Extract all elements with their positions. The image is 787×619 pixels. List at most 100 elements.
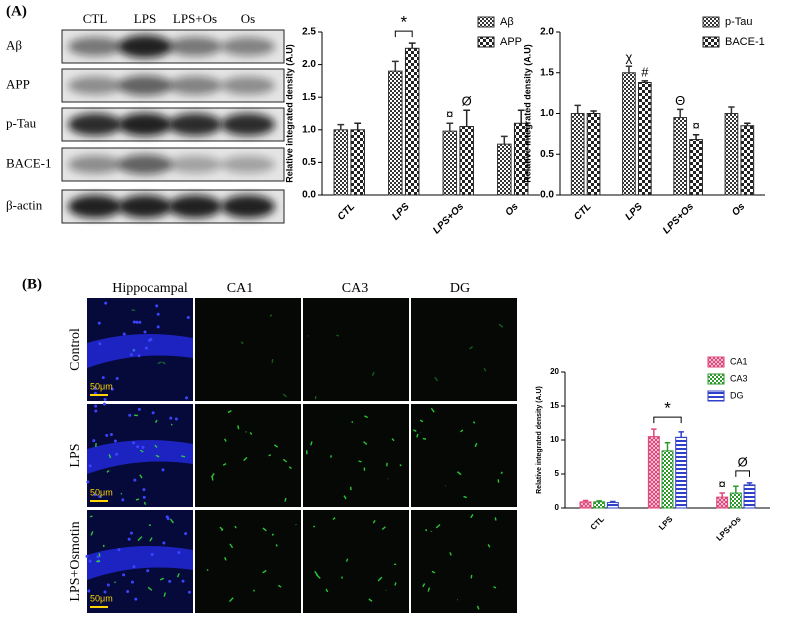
- micro-column-label: CA1: [227, 281, 253, 296]
- y-tick-label: 10: [550, 435, 559, 444]
- nucleus: [136, 445, 140, 449]
- nucleus: [181, 579, 185, 583]
- fluorescence: [422, 437, 427, 440]
- bar-chart: 0.0 0.5 1.0 1.5 2.0 Relative integrated densi…: [522, 16, 765, 236]
- y-tick-label: 1.5: [302, 92, 316, 103]
- x-tick-label: CTL: [589, 514, 606, 531]
- nucleus: [86, 480, 90, 484]
- annotation: *: [400, 13, 407, 32]
- nucleus: [88, 559, 92, 563]
- micro-row-label: LPS+Osmotin: [68, 521, 83, 601]
- fluorescence: [325, 588, 329, 593]
- bar: [675, 436, 688, 509]
- nucleus: [135, 320, 139, 324]
- fluorescence: [277, 584, 282, 588]
- fluorescence: [275, 544, 278, 547]
- fluorescence: [470, 513, 474, 519]
- y-tick-label: 20: [550, 367, 559, 376]
- legend-swatch: [477, 16, 495, 28]
- annotation: χ: [626, 50, 633, 65]
- nucleus: [94, 404, 98, 408]
- micro-column-label: CA3: [342, 281, 368, 296]
- fluorescence: [494, 517, 497, 521]
- nucleus: [103, 590, 107, 594]
- panel-label: (B): [22, 276, 42, 292]
- fluorescence: [120, 492, 123, 495]
- nucleus: [101, 376, 105, 380]
- legend-label: CA3: [730, 373, 748, 383]
- legend-swatch: [477, 36, 495, 48]
- error-bar: [678, 431, 684, 438]
- fluorescence: [170, 423, 173, 426]
- y-tick-label: 1.0: [302, 124, 316, 135]
- fluorescence: [210, 473, 215, 478]
- nucleus: [93, 493, 97, 497]
- fluorescence: [273, 444, 279, 448]
- error-bar: [610, 500, 616, 503]
- error-bar: [463, 109, 471, 127]
- y-tick-label: 2.5: [302, 27, 316, 38]
- blot-column-label: CTL: [83, 11, 108, 26]
- fluorescence: [463, 495, 467, 499]
- nucleus: [121, 498, 125, 502]
- y-tick-label: 0.5: [540, 149, 554, 160]
- bar: [716, 496, 729, 509]
- error-bar: [337, 123, 345, 130]
- blot-row-label: p-Tau: [6, 115, 37, 130]
- annotation: Ø: [738, 454, 748, 469]
- nucleus: [130, 580, 134, 584]
- error-bar: [500, 135, 508, 145]
- nucleus: [104, 301, 108, 305]
- fluorescence: [243, 456, 248, 462]
- nucleus: [93, 387, 97, 391]
- nucleus: [103, 398, 107, 402]
- legend-label: BACE-1: [725, 36, 765, 48]
- x-tick-label: LPS+Os: [431, 201, 466, 236]
- fluorescence: [363, 441, 368, 446]
- fluorescence: [176, 573, 180, 578]
- x-tick-label: Os: [730, 201, 748, 219]
- fluorescence: [114, 581, 117, 584]
- bar: [743, 484, 756, 509]
- fluorescence: [229, 597, 234, 603]
- annotation: ¤: [719, 476, 726, 491]
- fluorescence: [336, 334, 339, 337]
- fluorescence: [372, 519, 376, 524]
- nucleus: [102, 402, 106, 406]
- micrograph: [411, 298, 517, 401]
- fluorescence: [425, 528, 428, 532]
- annotation: Ø: [462, 94, 472, 109]
- y-axis-label: Relative integrated density (A.U): [522, 44, 532, 183]
- fluorescence: [224, 438, 227, 442]
- fluorescence: [434, 376, 439, 382]
- nucleus: [184, 532, 188, 536]
- bar: [647, 436, 660, 509]
- fluorescence: [282, 458, 288, 463]
- fluorescence: [476, 605, 480, 610]
- fluorescence: [169, 518, 174, 524]
- fluorescence: [493, 585, 497, 589]
- fluorescence: [98, 553, 101, 557]
- micrograph: [195, 510, 301, 613]
- fluorescence: [422, 583, 426, 588]
- blot-band: [221, 195, 275, 218]
- fluorescence: [143, 501, 147, 505]
- fluorescence: [498, 323, 504, 328]
- nucleus: [151, 411, 155, 415]
- nucleus: [155, 304, 159, 308]
- micro-row-label: Control: [68, 328, 83, 371]
- nucleus: [132, 348, 136, 352]
- bar: [606, 502, 619, 509]
- fluorescence: [487, 543, 491, 548]
- fluorescence: [219, 526, 224, 531]
- blot-column-label: Os: [241, 11, 255, 26]
- nucleus: [113, 439, 117, 443]
- legend-label: DG: [730, 390, 744, 400]
- blot-band: [68, 195, 122, 218]
- fluorescence: [224, 556, 227, 561]
- fluorescence: [159, 577, 165, 581]
- bar: [388, 70, 403, 196]
- fluorescence: [271, 533, 275, 536]
- annotation: *: [664, 399, 671, 418]
- nucleus: [126, 589, 130, 593]
